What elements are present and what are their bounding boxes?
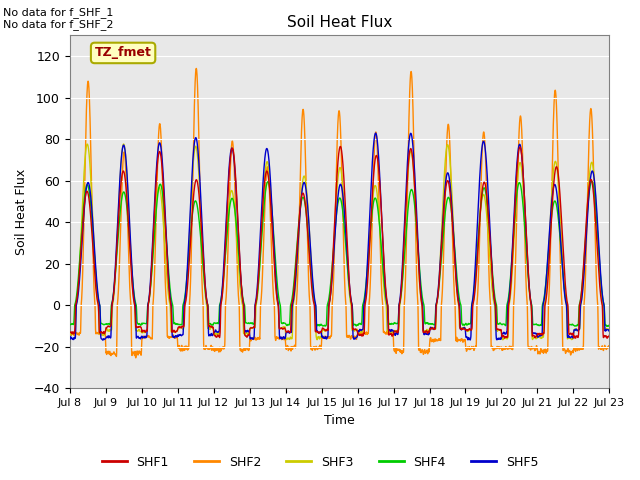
- Text: No data for f_SHF_2: No data for f_SHF_2: [3, 19, 114, 30]
- Text: No data for f_SHF_1: No data for f_SHF_1: [3, 7, 113, 18]
- Text: TZ_fmet: TZ_fmet: [95, 47, 152, 60]
- Title: Soil Heat Flux: Soil Heat Flux: [287, 15, 392, 30]
- Legend: SHF1, SHF2, SHF3, SHF4, SHF5: SHF1, SHF2, SHF3, SHF4, SHF5: [97, 451, 543, 474]
- Y-axis label: Soil Heat Flux: Soil Heat Flux: [15, 168, 28, 255]
- X-axis label: Time: Time: [324, 414, 355, 427]
